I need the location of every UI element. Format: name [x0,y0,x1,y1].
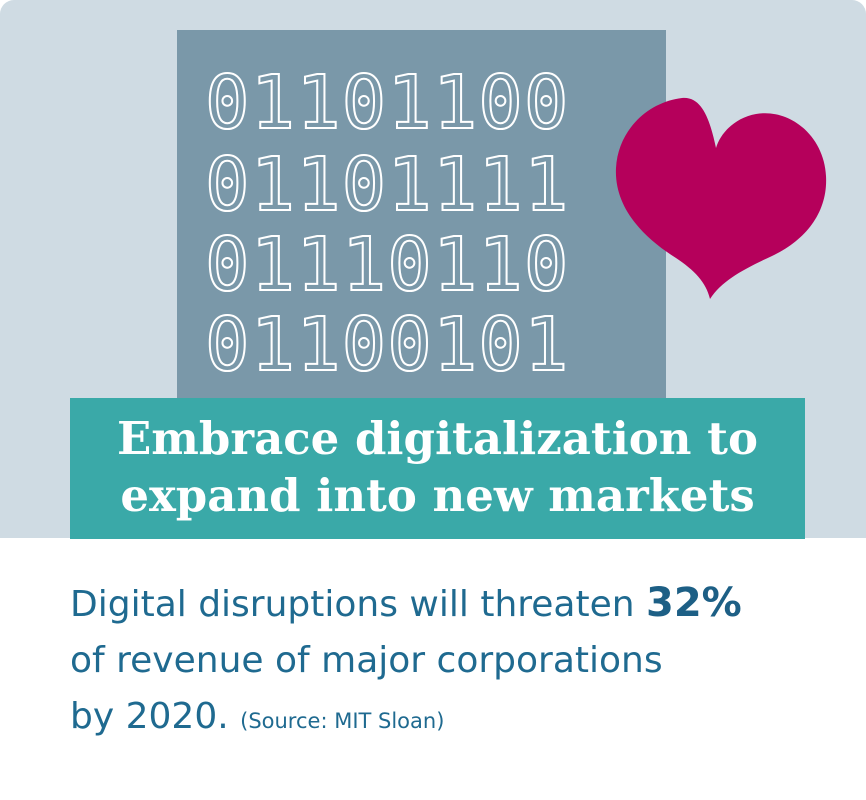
heart-icon [615,97,827,299]
statistic-line-1: Digital disruptions will threaten 32% [70,575,850,633]
headline-banner: Embrace digitalization to expand into ne… [70,398,805,539]
binary-line: 01110110 [204,222,570,308]
source-citation: (Source: MIT Sloan) [240,709,445,733]
binary-line: 01100101 [204,302,570,388]
statistic-percentage: 32% [646,580,742,626]
binary-line: 01101111 [204,142,570,228]
statistic-text: Digital disruptions will threaten 32% of… [70,575,850,749]
binary-code-block [177,30,666,398]
statistic-year: by 2020. [70,696,229,737]
statistic-line-3: by 2020. (Source: MIT Sloan) [70,689,850,749]
headline-line-1: Embrace digitalization to [117,412,758,465]
headline-line-2: expand into new markets [120,469,755,522]
statistic-prefix: Digital disruptions will threaten [70,584,646,625]
binary-line: 01101100 [204,60,570,146]
illustration-panel: 01101100 01101111 01110110 01100101 Embr… [0,0,866,539]
statistic-line-2: of revenue of major corporations [70,640,663,681]
